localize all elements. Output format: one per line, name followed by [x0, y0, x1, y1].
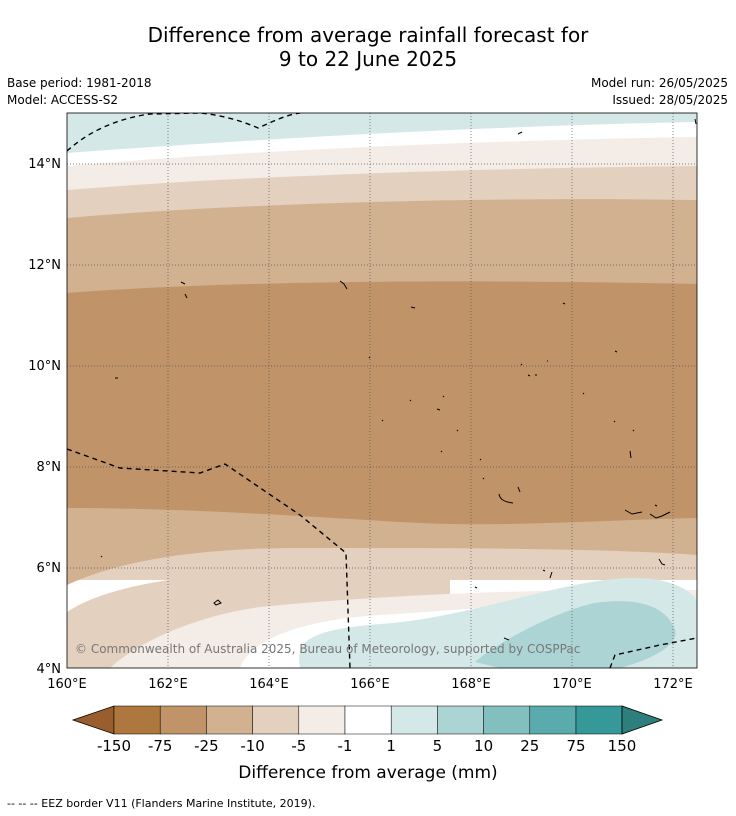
- eez-legend-note: -- -- -- EEZ border V11 (Flanders Marine…: [7, 797, 316, 810]
- colorbar-tick: -150: [97, 737, 131, 755]
- colorbar-tick: -5: [291, 737, 306, 755]
- colorbar-segment: [483, 705, 531, 735]
- band-dark-tan: [67, 281, 697, 525]
- lon-label: 170°E: [552, 677, 592, 692]
- colorbar-segment: [113, 705, 161, 735]
- band-top-teal: [67, 113, 697, 153]
- lat-label: 4°N: [37, 662, 62, 677]
- colorbar-segment: [206, 705, 253, 735]
- colorbar-segment: [298, 705, 346, 735]
- island-outlines: [100, 118, 697, 641]
- lat-label: 10°N: [28, 359, 61, 374]
- colorbar: [71, 705, 664, 735]
- colorbar-segment: [252, 705, 300, 735]
- colorbar-left-arrow: [71, 705, 115, 735]
- lat-label: 6°N: [37, 561, 62, 576]
- longitude-labels: 160°E 162°E 164°E 166°E 168°E 170°E 172°…: [47, 677, 693, 692]
- map-title-line-2: 9 to 22 June 2025: [278, 47, 458, 71]
- colorbar-segment: [529, 705, 577, 735]
- colorbar-segment: [390, 705, 438, 735]
- lon-label: 172°E: [653, 677, 693, 692]
- band-mid-teal-lower: [475, 601, 676, 668]
- copyright-notice: © Commonwealth of Australia 2025, Bureau…: [75, 642, 580, 656]
- colorbar-tick: 1: [386, 737, 396, 755]
- latitude-labels: 4°N 6°N 8°N 10°N 12°N 14°N: [28, 157, 61, 677]
- map-title-line-1: Difference from average rainfall forecas…: [147, 23, 589, 47]
- model-run: Model run: 26/05/2025: [590, 76, 728, 90]
- colorbar-right-arrow: [621, 705, 664, 735]
- lon-label: 160°E: [47, 677, 87, 692]
- colorbar-segment: [575, 705, 623, 735]
- rainfall-map: © Commonwealth of Australia 2025, Bureau…: [67, 113, 697, 668]
- graticule: [67, 113, 697, 668]
- lat-label: 8°N: [37, 460, 62, 475]
- issued-date: Issued: 28/05/2025: [612, 93, 728, 107]
- colorbar-tick-labels: -150 -75 -25 -10 -5 -1 1 5 10 25 75 150: [97, 737, 636, 755]
- colorbar-tick: -10: [240, 737, 265, 755]
- colorbar-segment: [437, 705, 484, 735]
- colorbar-tick: -1: [338, 737, 353, 755]
- colorbar-tick: 10: [474, 737, 493, 755]
- colorbar-label: Difference from average (mm): [238, 763, 497, 783]
- colorbar-tick: -25: [194, 737, 219, 755]
- base-period: Base period: 1981-2018: [7, 76, 152, 90]
- lat-label: 12°N: [28, 258, 61, 273]
- colorbar-tick: -75: [148, 737, 173, 755]
- lon-label: 166°E: [350, 677, 390, 692]
- model-name: Model: ACCESS-S2: [7, 93, 119, 107]
- lon-label: 164°E: [249, 677, 289, 692]
- colorbar-segment: [344, 705, 392, 735]
- colorbar-tick: 75: [566, 737, 585, 755]
- colorbar-tick: 25: [520, 737, 539, 755]
- colorbar-tick: 150: [608, 737, 637, 755]
- eez-border-lines: [67, 113, 697, 668]
- colorbar-segment: [159, 705, 207, 735]
- map-frame: [66, 112, 698, 669]
- lon-label: 168°E: [451, 677, 491, 692]
- colorbar-tick: 5: [433, 737, 443, 755]
- lat-label: 14°N: [28, 157, 61, 172]
- lon-label: 162°E: [148, 677, 188, 692]
